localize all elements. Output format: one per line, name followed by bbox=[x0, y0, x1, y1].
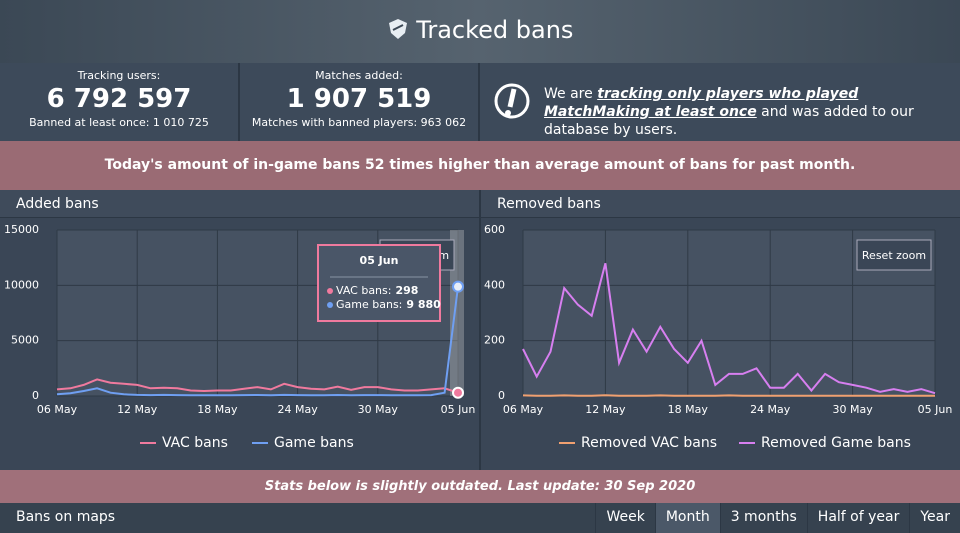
tooltip-value: 298 bbox=[395, 284, 418, 297]
panel-title: Added bans bbox=[0, 190, 479, 218]
header: Tracked bans bbox=[0, 0, 960, 63]
tooltip-dot bbox=[327, 288, 333, 294]
series-line bbox=[522, 394, 935, 397]
reset-zoom-label: Reset zoom bbox=[862, 249, 926, 262]
info: We are tracking only players who played … bbox=[480, 63, 960, 141]
info-icon bbox=[494, 83, 530, 119]
x-tick-label: 30 May bbox=[358, 403, 399, 416]
tab[interactable]: Week bbox=[595, 503, 654, 533]
chart: 0 5000 10000 15000 06 May 12 May 18 May 24 May 3… bbox=[4, 223, 476, 451]
y-tick-label: 0 bbox=[498, 389, 505, 402]
x-tick-label: 06 May bbox=[37, 403, 78, 416]
x-tick-label: 12 May bbox=[117, 403, 158, 416]
tooltip bbox=[317, 244, 441, 322]
x-tick-label: 24 May bbox=[277, 403, 318, 416]
maps-title: Bans on maps bbox=[16, 509, 116, 525]
series-line bbox=[522, 262, 936, 395]
divider bbox=[479, 190, 481, 470]
x-tick-label: 24 May bbox=[750, 403, 791, 416]
maps-bar: Bans on maps Week Month 3 months Half of ye… bbox=[0, 503, 960, 533]
y-tick-label: 0 bbox=[32, 389, 39, 402]
info-link[interactable]: tracking only players who played MatchMa… bbox=[544, 86, 859, 120]
panel-title: Removed bans bbox=[481, 190, 960, 218]
crosshair bbox=[450, 230, 464, 396]
point-marker bbox=[452, 280, 464, 293]
stat-sub: Banned at least once: 1 010 725 bbox=[29, 116, 209, 129]
y-tick-label: 200 bbox=[484, 334, 505, 347]
tooltip-name: VAC bans: bbox=[336, 284, 391, 297]
tooltip-dot bbox=[327, 302, 333, 308]
point-marker bbox=[452, 386, 464, 399]
tab[interactable]: Half of year bbox=[806, 503, 910, 533]
x-tick-label: 05 Jun bbox=[441, 403, 476, 416]
tab[interactable]: 3 months bbox=[719, 503, 807, 533]
legend-label: Removed VAC bans bbox=[581, 435, 717, 451]
y-tick-label: 400 bbox=[484, 278, 505, 291]
chart: 0 200 400 600 06 May 12 May 18 May 24 May 30 May… bbox=[484, 223, 953, 451]
stat-sub: Matches with banned players: 963 062 bbox=[251, 116, 467, 129]
alert-banner: Today's amount of in-game bans 52 times … bbox=[0, 141, 960, 190]
legend-label: Removed Game bans bbox=[761, 435, 911, 451]
y-tick-label: 15000 bbox=[4, 223, 39, 236]
y-tick-label: 600 bbox=[484, 223, 505, 236]
x-tick-label: 12 May bbox=[585, 403, 626, 416]
title-text: Tracked bans bbox=[416, 16, 574, 44]
stat-label: Matches added: bbox=[315, 69, 403, 82]
tab[interactable]: Month bbox=[654, 503, 720, 533]
reset-zoom-button[interactable] bbox=[856, 239, 932, 271]
series-line bbox=[56, 378, 459, 394]
stat-box: Tracking users: 6 792 597 Banned at leas… bbox=[0, 63, 240, 141]
stat-value: 1 907 519 bbox=[286, 84, 432, 114]
stat-box: Matches added: 1 907 519 Matches with ba… bbox=[240, 63, 480, 141]
legend-label: Game bans bbox=[274, 435, 354, 451]
notice-banner: Stats below is slightly outdated. Last u… bbox=[0, 470, 960, 503]
tab[interactable]: Year bbox=[909, 503, 960, 533]
tooltip-title: 05 Jun bbox=[360, 254, 399, 267]
x-tick-label: 06 May bbox=[503, 403, 544, 416]
stat-value: 6 792 597 bbox=[46, 84, 192, 114]
x-tick-label: 30 May bbox=[832, 403, 873, 416]
tooltip-row: VAC bans: 298 bbox=[336, 284, 418, 297]
info-text: We are bbox=[544, 86, 598, 102]
info-text: and was added to our database by users. bbox=[544, 104, 914, 138]
tabs: Week Month 3 months Half of year Year bbox=[595, 503, 960, 533]
stat-label: Tracking users: bbox=[77, 69, 161, 82]
y-tick-label: 10000 bbox=[4, 278, 39, 291]
series-line bbox=[56, 286, 459, 397]
tooltip-name: Game bans: bbox=[336, 298, 402, 311]
header-title: Tracked bans bbox=[0, 16, 960, 44]
tooltip-value: 9 880 bbox=[406, 298, 441, 311]
shield-icon bbox=[388, 19, 407, 39]
x-tick-label: 05 Jun bbox=[918, 403, 953, 416]
legend-label: VAC bans bbox=[162, 435, 228, 451]
y-tick-label: 5000 bbox=[11, 334, 39, 347]
x-tick-label: 18 May bbox=[668, 403, 709, 416]
tooltip-row: Game bans: 9 880 bbox=[336, 298, 441, 311]
x-tick-label: 18 May bbox=[197, 403, 238, 416]
